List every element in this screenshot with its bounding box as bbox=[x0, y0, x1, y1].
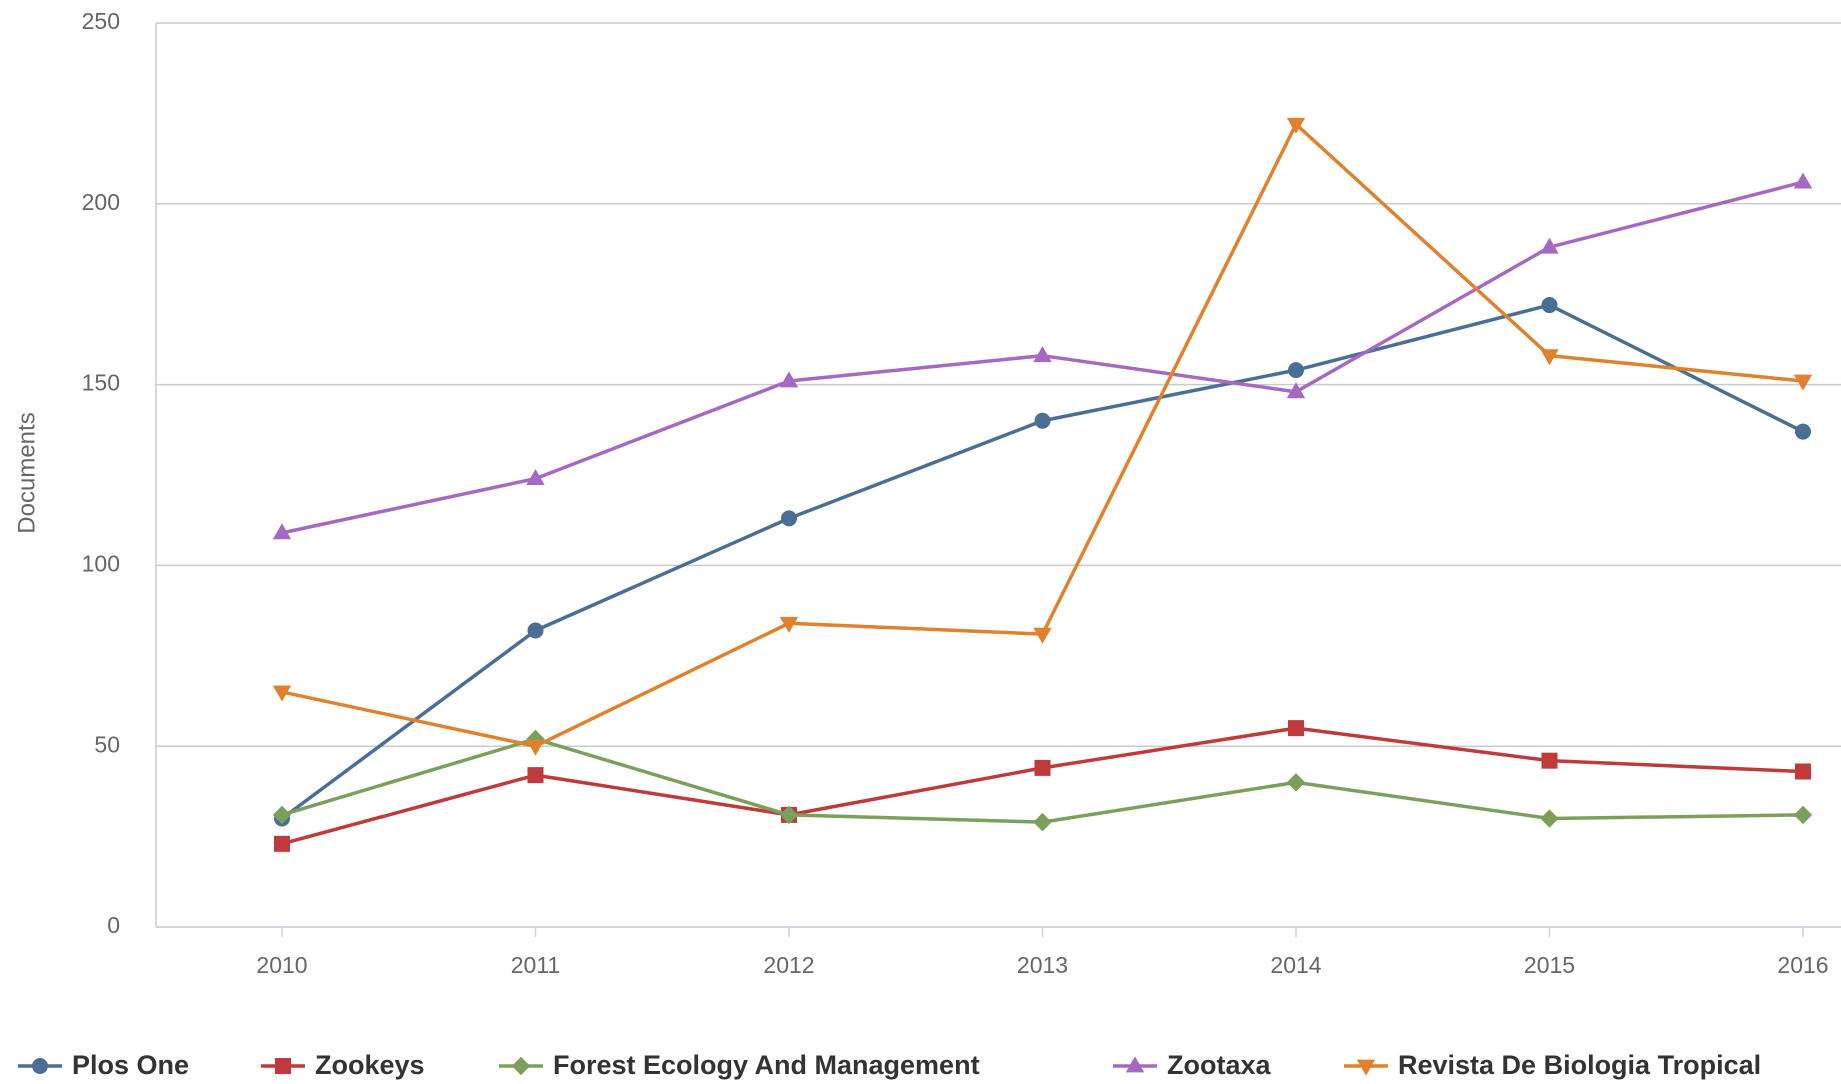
data-point bbox=[1540, 237, 1559, 254]
data-point bbox=[779, 616, 799, 633]
legend-item: Plos One bbox=[18, 1050, 189, 1080]
data-point bbox=[527, 767, 544, 784]
x-tick-label: 2012 bbox=[763, 952, 814, 978]
data-point bbox=[1033, 346, 1052, 363]
legend-label: Zootaxa bbox=[1167, 1050, 1272, 1080]
legend-item: Revista De Biologia Tropical bbox=[1344, 1050, 1761, 1080]
legend-label: Plos One bbox=[72, 1050, 189, 1080]
data-point bbox=[272, 805, 292, 825]
data-point bbox=[1034, 412, 1051, 429]
data-point bbox=[1541, 752, 1558, 769]
data-point bbox=[526, 739, 545, 756]
x-tick-label: 2015 bbox=[1524, 952, 1575, 978]
legend-marker bbox=[1356, 1059, 1376, 1076]
data-point bbox=[526, 469, 545, 486]
data-point bbox=[1541, 297, 1558, 314]
data-point bbox=[1540, 349, 1559, 366]
series-line bbox=[281, 122, 1804, 748]
data-point bbox=[1033, 627, 1052, 644]
data-point bbox=[272, 685, 292, 702]
legend-marker bbox=[32, 1058, 48, 1074]
y-tick-label: 100 bbox=[82, 550, 120, 576]
legend-label: Revista De Biologia Tropical bbox=[1398, 1050, 1761, 1080]
legend-item: Zookeys bbox=[261, 1050, 425, 1080]
legend-label: Zookeys bbox=[315, 1050, 425, 1080]
y-tick-label: 200 bbox=[82, 189, 120, 215]
legend-label: Forest Ecology And Management bbox=[553, 1050, 980, 1080]
y-axis-label: Documents bbox=[13, 412, 40, 533]
data-point bbox=[1793, 374, 1813, 391]
data-point bbox=[779, 805, 799, 825]
x-tick-label: 2011 bbox=[511, 952, 560, 978]
data-point bbox=[1286, 773, 1306, 792]
data-point bbox=[1540, 809, 1559, 828]
y-tick-label: 50 bbox=[94, 731, 120, 757]
legend-marker bbox=[1125, 1056, 1145, 1073]
data-point bbox=[274, 835, 290, 852]
y-tick-label: 250 bbox=[82, 8, 120, 34]
data-point bbox=[1795, 423, 1811, 440]
data-point bbox=[1286, 382, 1306, 399]
y-tick-label: 0 bbox=[107, 912, 120, 938]
legend-item: Zootaxa bbox=[1113, 1050, 1272, 1080]
x-tick-label: 2013 bbox=[1017, 952, 1068, 978]
data-point bbox=[1033, 812, 1052, 832]
data-point bbox=[1286, 117, 1306, 134]
x-tick-label: 2016 bbox=[1777, 952, 1828, 978]
data-point bbox=[1793, 172, 1813, 189]
data-point bbox=[781, 510, 797, 527]
data-point bbox=[1793, 805, 1813, 825]
data-point bbox=[1034, 759, 1051, 776]
legend-marker bbox=[511, 1056, 531, 1076]
x-tick-label: 2014 bbox=[1270, 952, 1321, 978]
legend-item: Forest Ecology And Management bbox=[499, 1050, 980, 1080]
data-point bbox=[1795, 763, 1811, 780]
data-point bbox=[272, 523, 292, 540]
x-tick-label: 2010 bbox=[256, 952, 307, 978]
legend-marker bbox=[275, 1058, 291, 1074]
data-point bbox=[779, 371, 799, 388]
data-point bbox=[527, 622, 544, 639]
data-point bbox=[1288, 362, 1304, 379]
y-tick-label: 150 bbox=[82, 370, 120, 396]
data-point bbox=[1288, 720, 1304, 737]
